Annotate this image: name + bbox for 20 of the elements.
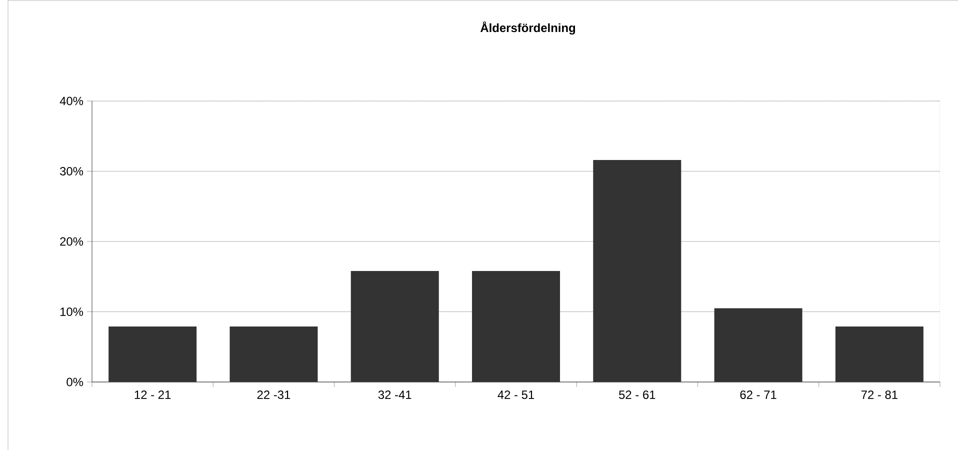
x-tick-label: 12 - 21 <box>134 390 171 399</box>
bar <box>835 326 924 382</box>
y-tick-label: 10% <box>60 308 84 316</box>
x-tick-label: 32 -41 <box>378 390 412 399</box>
bar <box>350 271 439 382</box>
x-tick-label: 52 - 61 <box>619 390 656 399</box>
bar <box>593 160 682 382</box>
x-tick-label: 22 -31 <box>257 390 290 399</box>
y-tick-label: 30% <box>60 167 84 176</box>
x-tick-label: 42 - 51 <box>498 390 534 399</box>
bar <box>714 308 802 382</box>
bar <box>108 326 197 382</box>
x-tick-label: 62 - 71 <box>740 390 776 399</box>
bar <box>230 326 318 382</box>
x-tick-label: 72 - 81 <box>861 390 898 399</box>
bar <box>472 271 560 382</box>
y-tick-label: 0% <box>66 378 84 386</box>
y-tick-label: 20% <box>60 237 84 246</box>
y-tick-label: 40% <box>60 96 84 106</box>
chart-title: Åldersfördelning <box>480 21 576 35</box>
